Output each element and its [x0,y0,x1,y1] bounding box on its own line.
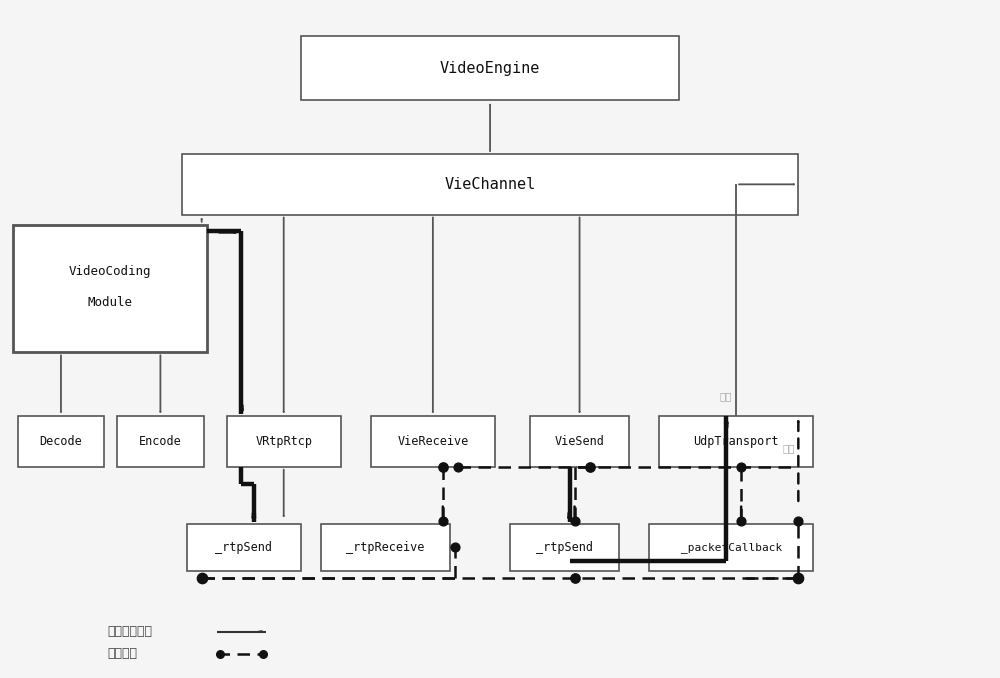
Bar [18,416,104,466]
Point [567,572,583,583]
Bar [659,416,813,466]
Bar [182,154,798,215]
Text: Decode: Decode [40,435,82,448]
Bar [649,524,813,571]
Point [435,461,451,472]
Text: 接收: 接收 [782,443,795,454]
Bar [371,416,495,466]
Point [435,515,451,526]
Text: VRtpRtcp: VRtpRtcp [255,435,312,448]
Point [790,515,806,526]
Text: Module: Module [87,296,132,308]
Point [194,572,210,583]
Text: _rtpSend: _rtpSend [215,541,272,554]
Bar [301,37,679,100]
Point [567,515,583,526]
Text: VieReceive: VieReceive [397,435,468,448]
Point [450,461,466,472]
Bar [117,416,204,466]
Point [790,572,806,583]
Point [733,515,749,526]
Text: VideoEngine: VideoEngine [440,61,540,76]
Bar [187,524,301,571]
Point [447,542,463,553]
Point [212,648,228,659]
Text: Encode: Encode [139,435,182,448]
Point [733,461,749,472]
Bar [227,416,341,466]
Text: 注：直接关联: 注：直接关联 [107,625,152,638]
Text: VieChannel: VieChannel [444,177,536,192]
Text: _rtpSend: _rtpSend [536,541,593,554]
Text: UdpTransport: UdpTransport [693,435,779,448]
Text: VieSend: VieSend [555,435,604,448]
Text: _packetCallback: _packetCallback [681,542,782,553]
Text: 间接关联: 间接关联 [107,647,137,660]
Point [582,461,598,472]
Bar [510,524,619,571]
Text: 发送: 发送 [720,391,732,401]
Text: _rtpReceive: _rtpReceive [346,541,425,554]
Bar [321,524,450,571]
Point [255,648,271,659]
Text: VideoCoding: VideoCoding [68,265,151,278]
Bar [530,416,629,466]
Bar [13,224,207,353]
